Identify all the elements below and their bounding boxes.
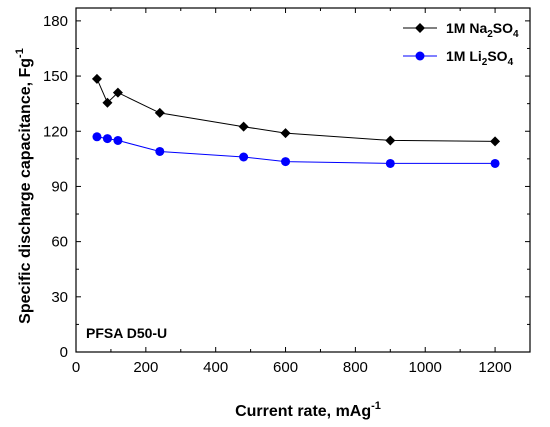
data-point: [490, 136, 501, 147]
legend-marker-na: [415, 23, 425, 33]
data-point: [385, 158, 395, 168]
x-tick-label: 400: [203, 359, 228, 376]
data-point: [92, 132, 102, 142]
data-point: [239, 152, 249, 162]
plot-frame: [75, 7, 531, 353]
x-tick-label: 0: [72, 359, 80, 376]
y-tick-label: 0: [60, 344, 68, 361]
legend: 1M Na2SO4 1M Li2SO4: [403, 20, 519, 68]
axes-frame: [75, 7, 531, 353]
ticks: 0 200 400 600 800 1000 1200 0 30 60 90 120 150 180: [43, 8, 530, 376]
data-point: [113, 135, 123, 145]
series-layer: [91, 73, 501, 168]
data-point: [155, 146, 165, 156]
data-point: [102, 134, 112, 144]
data-point: [490, 158, 500, 168]
data-point: [280, 128, 291, 139]
data-point: [91, 73, 102, 84]
data-point: [385, 135, 396, 146]
y-tick-label: 60: [51, 234, 68, 251]
data-point: [112, 87, 123, 98]
y-tick-label: 120: [43, 123, 68, 140]
y-tick-label: 150: [43, 68, 68, 85]
y-axis-title: Specific discharge capacitance, Fg-1: [14, 48, 34, 324]
sample-annotation: PFSA D50-U: [86, 325, 167, 341]
x-tick-label: 1000: [409, 359, 442, 376]
legend-label-na: 1M Na2SO4: [446, 20, 519, 40]
x-axis-title: Current rate, mAg-1: [235, 400, 381, 420]
data-point: [238, 121, 249, 132]
legend-label-li: 1M Li2SO4: [446, 48, 514, 68]
data-point: [102, 97, 113, 108]
data-point: [281, 157, 291, 167]
data-point: [154, 107, 165, 118]
x-tick-label: 200: [133, 359, 158, 376]
y-tick-label: 180: [43, 13, 68, 30]
legend-marker-li: [415, 51, 425, 61]
x-tick-label: 600: [273, 359, 298, 376]
series-line-0: [96, 78, 496, 142]
y-tick-label: 90: [51, 178, 68, 195]
x-tick-label: 800: [343, 359, 368, 376]
y-tick-label: 30: [51, 289, 68, 306]
x-tick-label: 1200: [478, 359, 511, 376]
